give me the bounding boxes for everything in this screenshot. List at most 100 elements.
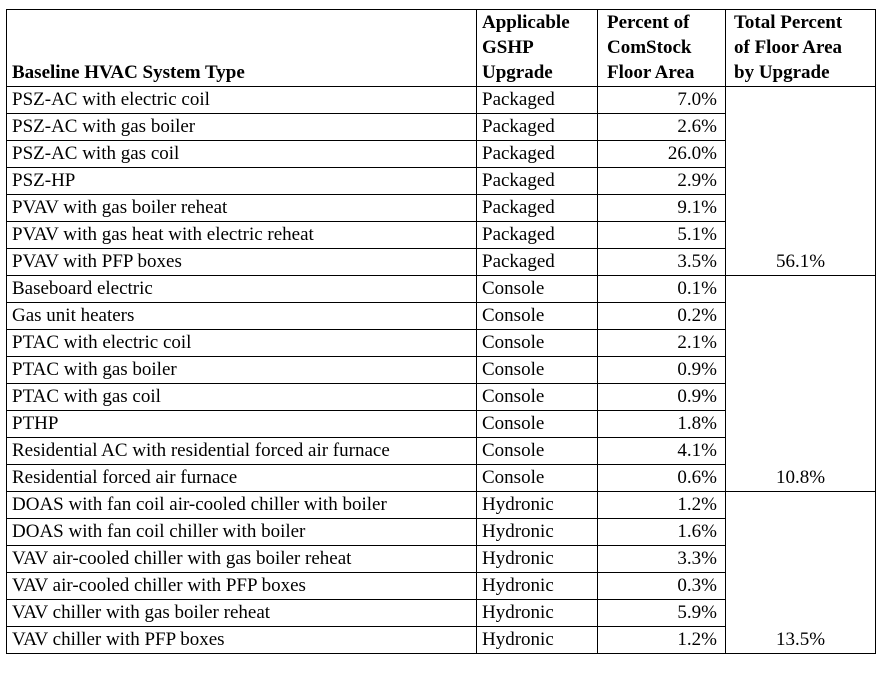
percent-cell: 1.2% <box>597 626 726 654</box>
upgrade-cell: Hydronic <box>476 599 598 627</box>
upgrade-cell: Console <box>476 464 598 492</box>
upgrade-cell: Console <box>476 275 598 303</box>
upgrade-cell: Console <box>476 437 598 465</box>
percent-cell: 9.1% <box>597 194 726 222</box>
table-row: DOAS with fan coil air-cooled chiller wi… <box>6 491 876 654</box>
percent-cell: 1.8% <box>597 410 726 438</box>
table-row: Baseboard electric Console 0.1% 10.8% <box>6 275 876 492</box>
table-row: VAV chiller with PFP boxes Hydronic 1.2% <box>6 626 876 654</box>
system-type-cell: PSZ-AC with gas coil <box>6 140 477 168</box>
upgrade-cell: Packaged <box>476 86 598 114</box>
upgrade-cell: Packaged <box>476 221 598 249</box>
system-type-cell: PVAV with gas heat with electric reheat <box>6 221 477 249</box>
table-row: PSZ-HP Packaged 2.9% <box>6 167 876 195</box>
percent-cell: 2.1% <box>597 329 726 357</box>
header-pct-line: ComStock <box>607 37 692 58</box>
header-system-type: Baseline HVAC System Type <box>6 9 477 87</box>
percent-cell: 2.6% <box>597 113 726 141</box>
upgrade-cell: Console <box>476 302 598 330</box>
percent-cell: 0.2% <box>597 302 726 330</box>
system-type-cell: PTHP <box>6 410 477 438</box>
upgrade-cell: Packaged <box>476 194 598 222</box>
table-row: DOAS with fan coil chiller with boiler Hy… <box>6 518 876 546</box>
upgrade-cell: Packaged <box>476 167 598 195</box>
percent-cell: 5.1% <box>597 221 726 249</box>
upgrade-cell: Hydronic <box>476 572 598 600</box>
table-row: PTAC with electric coil Console 2.1% <box>6 329 876 357</box>
percent-cell: 0.9% <box>597 356 726 384</box>
table-row: Gas unit heaters Console 0.2% <box>6 302 876 330</box>
table-row: VAV air-cooled chiller with PFP boxes Hyd… <box>6 572 876 600</box>
table-row: PSZ-AC with gas boiler Packaged 2.6% <box>6 113 876 141</box>
header-pct-line: Percent of <box>607 12 690 33</box>
upgrade-cell: Console <box>476 410 598 438</box>
percent-cell: 0.1% <box>597 275 726 303</box>
percent-cell: 0.6% <box>597 464 726 492</box>
upgrade-cell: Packaged <box>476 248 598 276</box>
upgrade-cell: Hydronic <box>476 545 598 573</box>
upgrade-cell: Console <box>476 383 598 411</box>
system-type-cell: PSZ-AC with gas boiler <box>6 113 477 141</box>
percent-cell: 2.9% <box>597 167 726 195</box>
upgrade-cell: Hydronic <box>476 626 598 654</box>
header-applicable-upgrade: Applicable GSHP Upgrade <box>476 9 598 87</box>
system-type-cell: PVAV with PFP boxes <box>6 248 477 276</box>
group-total-cell: 10.8% <box>725 275 876 492</box>
system-type-cell: PSZ-HP <box>6 167 477 195</box>
group-total-cell: 13.5% <box>725 491 876 654</box>
system-type-cell: VAV chiller with gas boiler reheat <box>6 599 477 627</box>
upgrade-cell: Console <box>476 329 598 357</box>
header-upgrade-line: Upgrade <box>482 62 553 83</box>
table-row: PVAV with gas heat with electric reheat P… <box>6 221 876 249</box>
percent-cell: 5.9% <box>597 599 726 627</box>
system-type-cell: Residential AC with residential forced a… <box>6 437 477 465</box>
header-percent-floor-area: Percent of ComStock Floor Area <box>597 9 726 87</box>
table-body: PSZ-AC with electric coil Packaged 7.0% 56.… <box>6 86 876 654</box>
percent-cell: 3.5% <box>597 248 726 276</box>
system-type-cell: VAV air-cooled chiller with PFP boxes <box>6 572 477 600</box>
upgrade-cell: Hydronic <box>476 518 598 546</box>
group-total-cell: 56.1% <box>725 86 876 276</box>
percent-cell: 26.0% <box>597 140 726 168</box>
percent-cell: 4.1% <box>597 437 726 465</box>
percent-cell: 0.9% <box>597 383 726 411</box>
header-tot-line: of Floor Area <box>734 37 842 58</box>
system-type-cell: Gas unit heaters <box>6 302 477 330</box>
header-pct-line: Floor Area <box>607 62 695 83</box>
table-row: PVAV with PFP boxes Packaged 3.5% <box>6 248 876 276</box>
percent-cell: 3.3% <box>597 545 726 573</box>
system-type-cell: DOAS with fan coil air-cooled chiller wi… <box>6 491 477 519</box>
table-row: PSZ-AC with electric coil Packaged 7.0% 56.… <box>6 86 876 276</box>
system-type-cell: VAV air-cooled chiller with gas boiler r… <box>6 545 477 573</box>
percent-cell: 7.0% <box>597 86 726 114</box>
percent-cell: 1.2% <box>597 491 726 519</box>
table-row: PSZ-AC with gas coil Packaged 26.0% <box>6 140 876 168</box>
table-row: PTAC with gas coil Console 0.9% <box>6 383 876 411</box>
table-row: PTAC with gas boiler Console 0.9% <box>6 356 876 384</box>
header-tot-line: Total Percent <box>734 12 843 33</box>
system-type-cell: PVAV with gas boiler reheat <box>6 194 477 222</box>
percent-cell: 1.6% <box>597 518 726 546</box>
upgrade-cell: Packaged <box>476 113 598 141</box>
system-type-cell: VAV chiller with PFP boxes <box>6 626 477 654</box>
system-type-cell: DOAS with fan coil chiller with boiler <box>6 518 477 546</box>
system-type-cell: PSZ-AC with electric coil <box>6 86 477 114</box>
system-type-cell: Residential forced air furnace <box>6 464 477 492</box>
system-type-cell: PTAC with gas boiler <box>6 356 477 384</box>
hvac-upgrade-table: Baseline HVAC System Type Applicable GSH… <box>6 9 876 654</box>
table-row: PTHP Console 1.8% <box>6 410 876 438</box>
upgrade-cell: Console <box>476 356 598 384</box>
header-tot-line: by Upgrade <box>734 62 830 83</box>
header-total-percent: Total Percent of Floor Area by Upgrade <box>725 9 876 87</box>
header-upgrade-line: Applicable <box>482 12 570 33</box>
system-type-cell: Baseboard electric <box>6 275 477 303</box>
system-type-cell: PTAC with electric coil <box>6 329 477 357</box>
upgrade-cell: Packaged <box>476 140 598 168</box>
percent-cell: 0.3% <box>597 572 726 600</box>
header-upgrade-line: GSHP <box>482 37 534 58</box>
header-row: Baseline HVAC System Type Applicable GSH… <box>6 9 876 87</box>
table-row: PVAV with gas boiler reheat Packaged 9.1% <box>6 194 876 222</box>
upgrade-cell: Hydronic <box>476 491 598 519</box>
table-row: VAV air-cooled chiller with gas boiler r… <box>6 545 876 573</box>
system-type-cell: PTAC with gas coil <box>6 383 477 411</box>
